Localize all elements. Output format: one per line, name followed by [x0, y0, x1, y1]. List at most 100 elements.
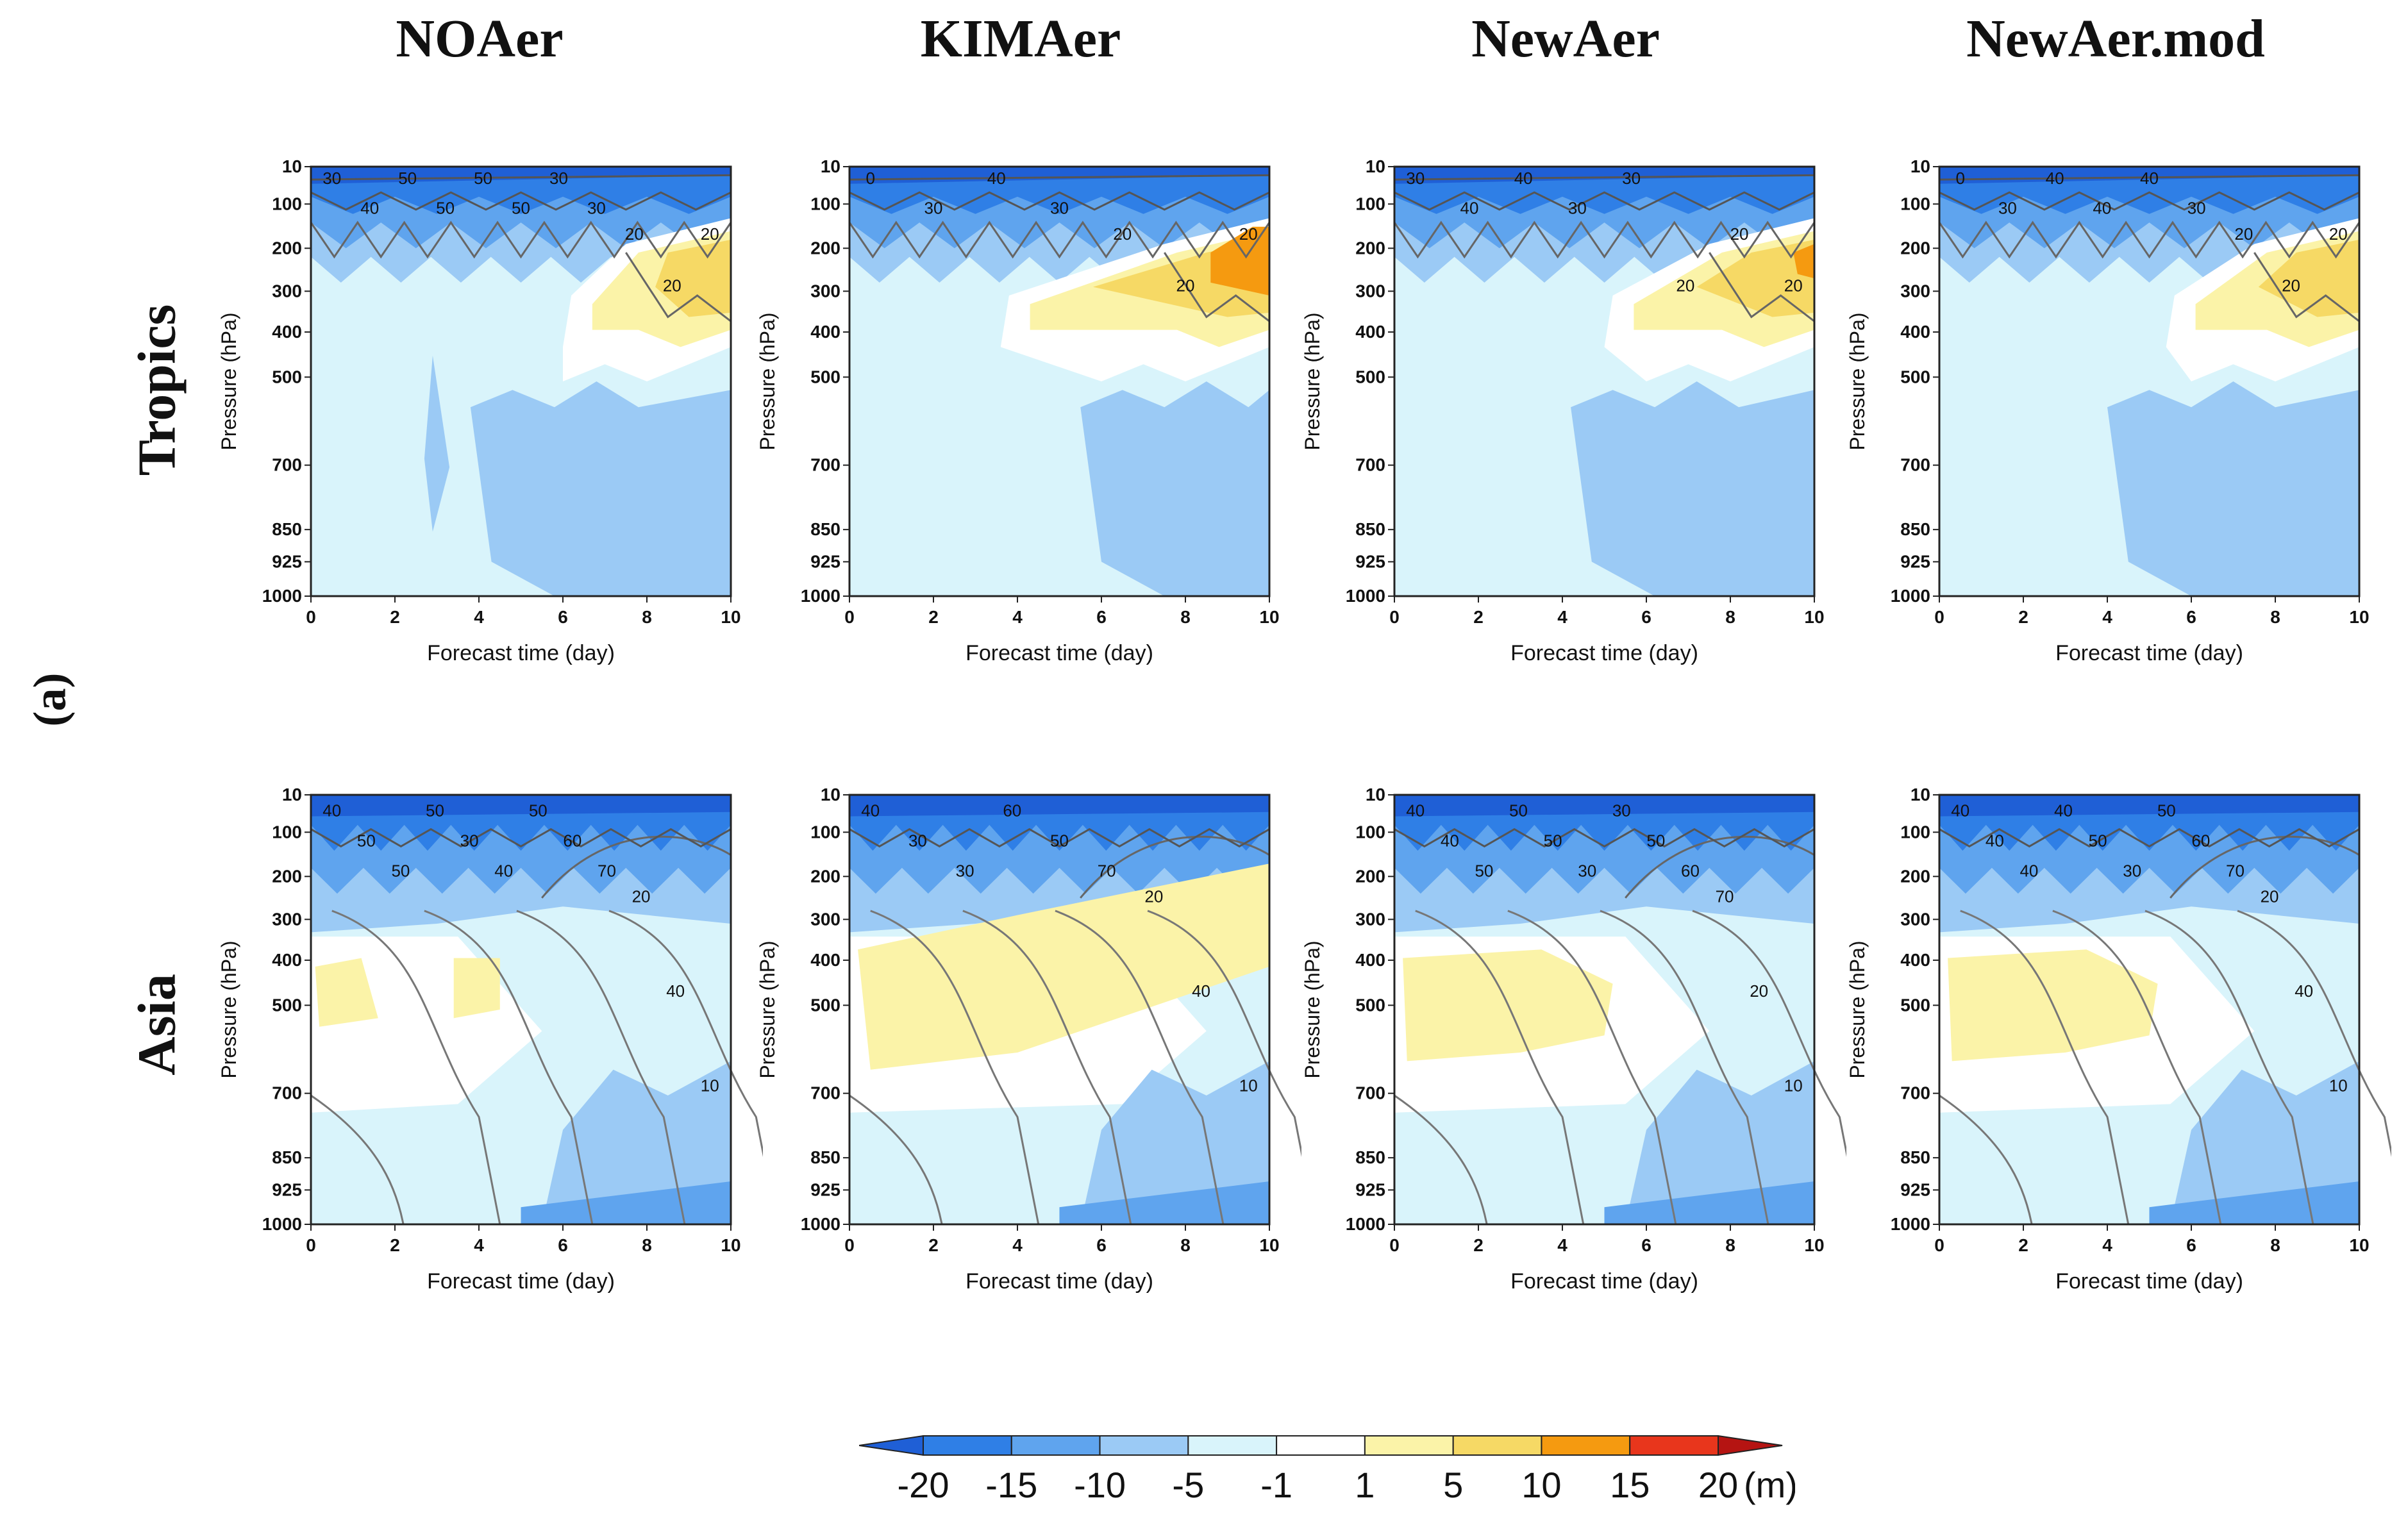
- contour-labels: 40 40 50 50 50 30 30 50 60 70 20 10: [1406, 801, 1802, 1095]
- contour-label: 20: [2261, 887, 2279, 906]
- contour-line-10: [1394, 1094, 1488, 1225]
- x-tick-label: 0: [844, 1235, 855, 1255]
- x-tick-label: 4: [2102, 607, 2112, 627]
- contour-line: [870, 910, 1040, 1225]
- contour-label: 70: [1098, 861, 1116, 880]
- plot-area: 4040505050303050607020101010020030040050…: [1301, 785, 1846, 1294]
- heatmap-fill: [849, 795, 1269, 1224]
- contour-label: 50: [1544, 831, 1562, 850]
- x-tick-label: 0: [1389, 607, 1400, 627]
- x-tick-label: 8: [1180, 1235, 1191, 1255]
- y-tick-label: 850: [810, 1147, 840, 1167]
- contour-line-40: [310, 174, 732, 181]
- x-tick-label: 8: [1180, 607, 1191, 627]
- contour-line-30: [1939, 828, 2360, 848]
- column-title-kimaer: KIMAer: [920, 9, 1121, 69]
- x-axis: 0 2 4 6 8 10 Forecast time (day): [1934, 596, 2370, 665]
- colorbar-swatch: [1364, 1435, 1454, 1456]
- y-tick-label: 925: [272, 551, 302, 571]
- contour-label: 30: [2187, 199, 2206, 218]
- x-axis: 0 2 4 6 8 10 Forecast time (day): [1934, 1224, 2370, 1294]
- plot-area: 4030306050702040101010020030040050070085…: [756, 785, 1301, 1294]
- contour-line-30: [1394, 191, 1815, 211]
- contour-line-40: [1939, 174, 2360, 181]
- contour-lines: [1938, 174, 2361, 322]
- y-tick-label: 500: [1355, 995, 1385, 1015]
- y-tick-label: 925: [810, 551, 840, 571]
- y-tick-label: 1000: [801, 586, 840, 606]
- y-tick-label: 850: [272, 519, 302, 539]
- y-tick-label: 500: [272, 367, 302, 387]
- contour-labels: 0 30 40 30 20 20 20: [866, 169, 1258, 296]
- contour-label: 10: [1784, 1076, 1803, 1095]
- y-axis: 10 100 200 300 400 500 700 850 925 1000 Pressure (…: [756, 785, 849, 1234]
- contour-line: [424, 910, 594, 1225]
- y-tick-label: 10: [821, 785, 840, 804]
- contour-labels: 40 30 30 60 50 70 20 40 10: [861, 801, 1257, 1095]
- x-tick-label: 0: [306, 607, 316, 627]
- y-tick-label: 300: [272, 281, 302, 301]
- plot-area: 3040403030202020101002003004005007008509…: [1301, 156, 1825, 665]
- contour-label: 40: [1441, 831, 1459, 850]
- plot-frame: [310, 165, 732, 597]
- contour-label: 30: [549, 169, 568, 188]
- chart-panel-tropics-newaer-mod: 0304040403020202010100200300400500700850…: [1846, 156, 2370, 665]
- y-tick-label: 500: [1900, 995, 1930, 1015]
- y-axis: 10 100 200 300 400 500 700 850 925 1000 Pressure (…: [217, 156, 311, 606]
- x-tick-label: 0: [306, 1235, 316, 1255]
- contour-line-30: [849, 191, 1270, 211]
- y-tick-label: 700: [810, 1083, 840, 1103]
- contour-label: 50: [512, 199, 530, 218]
- y-axis: 10 100 200 300 400 500 700 850 925 1000 Pressure (…: [1846, 785, 1939, 1234]
- x-tick-label: 10: [1259, 607, 1279, 627]
- y-tick-label: 100: [272, 822, 302, 842]
- chart-panel-asia-kimaer: 4030306050702040101010020030040050070085…: [756, 785, 1301, 1294]
- y-tick-label: 1000: [1891, 1214, 1930, 1234]
- y-tick-label: 10: [1911, 785, 1930, 804]
- x-tick-label: 0: [1934, 1235, 1944, 1255]
- x-tick-label: 8: [2270, 607, 2280, 627]
- y-tick-label: 925: [272, 1179, 302, 1199]
- contour-label: 50: [2089, 831, 2107, 850]
- contour-line: [608, 910, 763, 1158]
- contour-label: 60: [1681, 861, 1700, 880]
- plot-frame: [1393, 165, 1816, 597]
- x-axis-label: Forecast time (day): [427, 641, 615, 665]
- y-tick-label: 200: [1355, 866, 1385, 886]
- x-axis-label: Forecast time (day): [966, 1269, 1153, 1294]
- x-tick-label: 4: [474, 1235, 484, 1255]
- contour-line-30: [849, 828, 1270, 848]
- contour-label: 40: [861, 801, 880, 820]
- y-tick-label: 1000: [1891, 586, 1930, 606]
- contour-label: 50: [1646, 831, 1665, 850]
- contour-line-20: [625, 252, 732, 322]
- contour-label: 50: [1509, 801, 1528, 820]
- contour-label: 20: [701, 224, 719, 244]
- contour-label: 40: [1192, 981, 1210, 1001]
- x-tick-label: 2: [390, 1235, 400, 1255]
- x-tick-label: 4: [1012, 1235, 1023, 1255]
- contour-line-20: [848, 221, 1271, 259]
- field-lower-negative: [1080, 1061, 1269, 1224]
- y-tick-label: 400: [272, 322, 302, 342]
- y-tick-label: 300: [1900, 909, 1930, 929]
- x-tick-label: 6: [1641, 1235, 1651, 1255]
- x-axis-label: Forecast time (day): [1510, 641, 1698, 665]
- contour-line: [1415, 910, 1585, 1225]
- colorbar: -20 -15 -10 -5 -1 1 5 10 15 20 (m): [859, 1435, 1795, 1505]
- y-tick-label: 200: [272, 866, 302, 886]
- field-lower-negative: [542, 1061, 731, 1224]
- x-tick-label: 4: [1557, 1235, 1568, 1255]
- y-tick-label: 10: [282, 785, 302, 804]
- contour-label: 40: [322, 801, 341, 820]
- contour-label: 40: [1514, 169, 1533, 188]
- y-tick-label: 850: [1355, 1147, 1385, 1167]
- plot-frame: [848, 794, 1271, 1226]
- y-tick-label: 100: [810, 194, 840, 213]
- y-axis-label: Pressure (hPa): [217, 312, 240, 450]
- colorbar-tick-label: 1: [1355, 1465, 1375, 1505]
- field-positive: [858, 863, 1269, 1070]
- x-tick-label: 6: [558, 607, 568, 627]
- colorbar-swatch: [1187, 1435, 1278, 1456]
- y-tick-label: 10: [282, 156, 302, 176]
